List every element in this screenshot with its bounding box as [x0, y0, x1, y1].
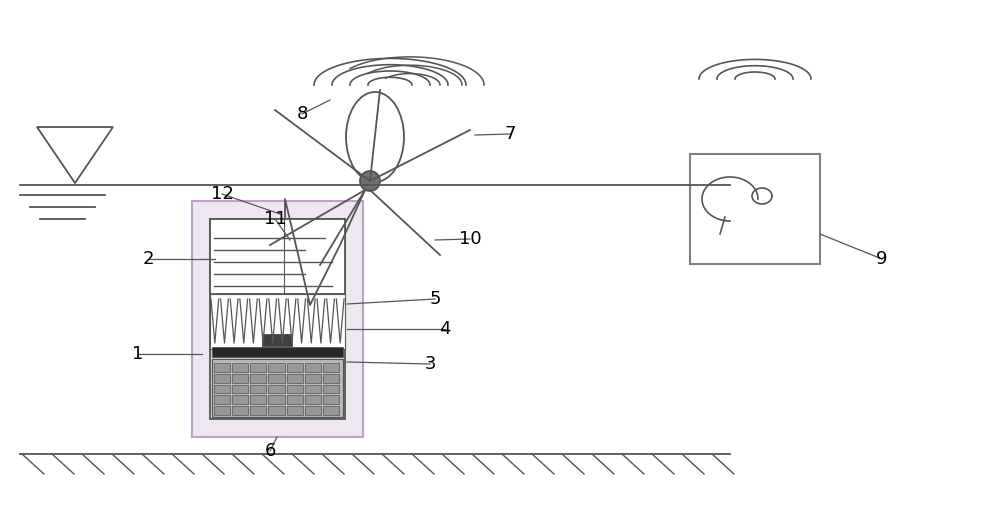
- Bar: [210, 294, 345, 349]
- Bar: [232, 406, 248, 415]
- Bar: [214, 395, 230, 404]
- Bar: [287, 385, 303, 394]
- Bar: [250, 395, 266, 404]
- Bar: [305, 374, 321, 382]
- Bar: [323, 395, 339, 404]
- Bar: [192, 201, 363, 437]
- Text: 4: 4: [439, 320, 451, 338]
- Bar: [287, 374, 303, 382]
- Bar: [323, 385, 339, 394]
- Bar: [287, 363, 303, 372]
- Text: 5: 5: [429, 290, 441, 308]
- Text: 9: 9: [876, 250, 888, 268]
- Text: 2: 2: [142, 250, 154, 268]
- Text: 3: 3: [424, 355, 436, 373]
- Bar: [232, 385, 248, 394]
- Bar: [210, 219, 345, 294]
- Bar: [232, 374, 248, 382]
- Bar: [214, 363, 230, 372]
- Bar: [250, 374, 266, 382]
- Bar: [287, 406, 303, 415]
- Bar: [323, 363, 339, 372]
- Bar: [268, 374, 285, 382]
- Bar: [268, 395, 285, 404]
- Circle shape: [360, 171, 380, 191]
- Bar: [690, 154, 820, 264]
- Text: 7: 7: [504, 125, 516, 143]
- Bar: [323, 406, 339, 415]
- Bar: [323, 374, 339, 382]
- Bar: [305, 395, 321, 404]
- Bar: [250, 363, 266, 372]
- Bar: [212, 359, 343, 417]
- Bar: [262, 334, 292, 346]
- Bar: [210, 219, 345, 419]
- Bar: [305, 363, 321, 372]
- Text: 12: 12: [211, 185, 233, 203]
- Bar: [268, 406, 285, 415]
- Text: 11: 11: [264, 210, 286, 228]
- Text: 10: 10: [459, 230, 481, 248]
- Bar: [214, 374, 230, 382]
- Text: 6: 6: [264, 442, 276, 460]
- Bar: [250, 406, 266, 415]
- Bar: [214, 385, 230, 394]
- Bar: [214, 406, 230, 415]
- Text: 1: 1: [132, 345, 144, 363]
- Bar: [287, 395, 303, 404]
- Bar: [305, 406, 321, 415]
- Bar: [305, 385, 321, 394]
- Bar: [250, 385, 266, 394]
- Bar: [212, 347, 343, 357]
- Bar: [232, 363, 248, 372]
- Bar: [268, 385, 285, 394]
- Bar: [268, 363, 285, 372]
- Bar: [232, 395, 248, 404]
- Text: 8: 8: [296, 105, 308, 123]
